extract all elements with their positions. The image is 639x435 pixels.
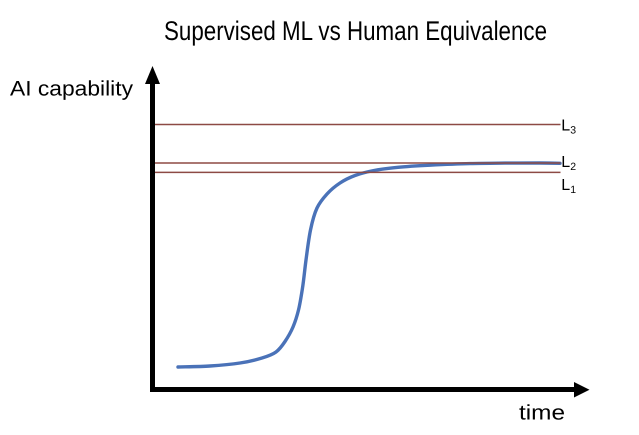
- svg-text:AI capability: AI capability: [10, 78, 134, 101]
- svg-text:time: time: [519, 402, 565, 425]
- svg-text:Supervised ML vs Human Equival: Supervised ML vs Human Equivalence: [164, 16, 547, 46]
